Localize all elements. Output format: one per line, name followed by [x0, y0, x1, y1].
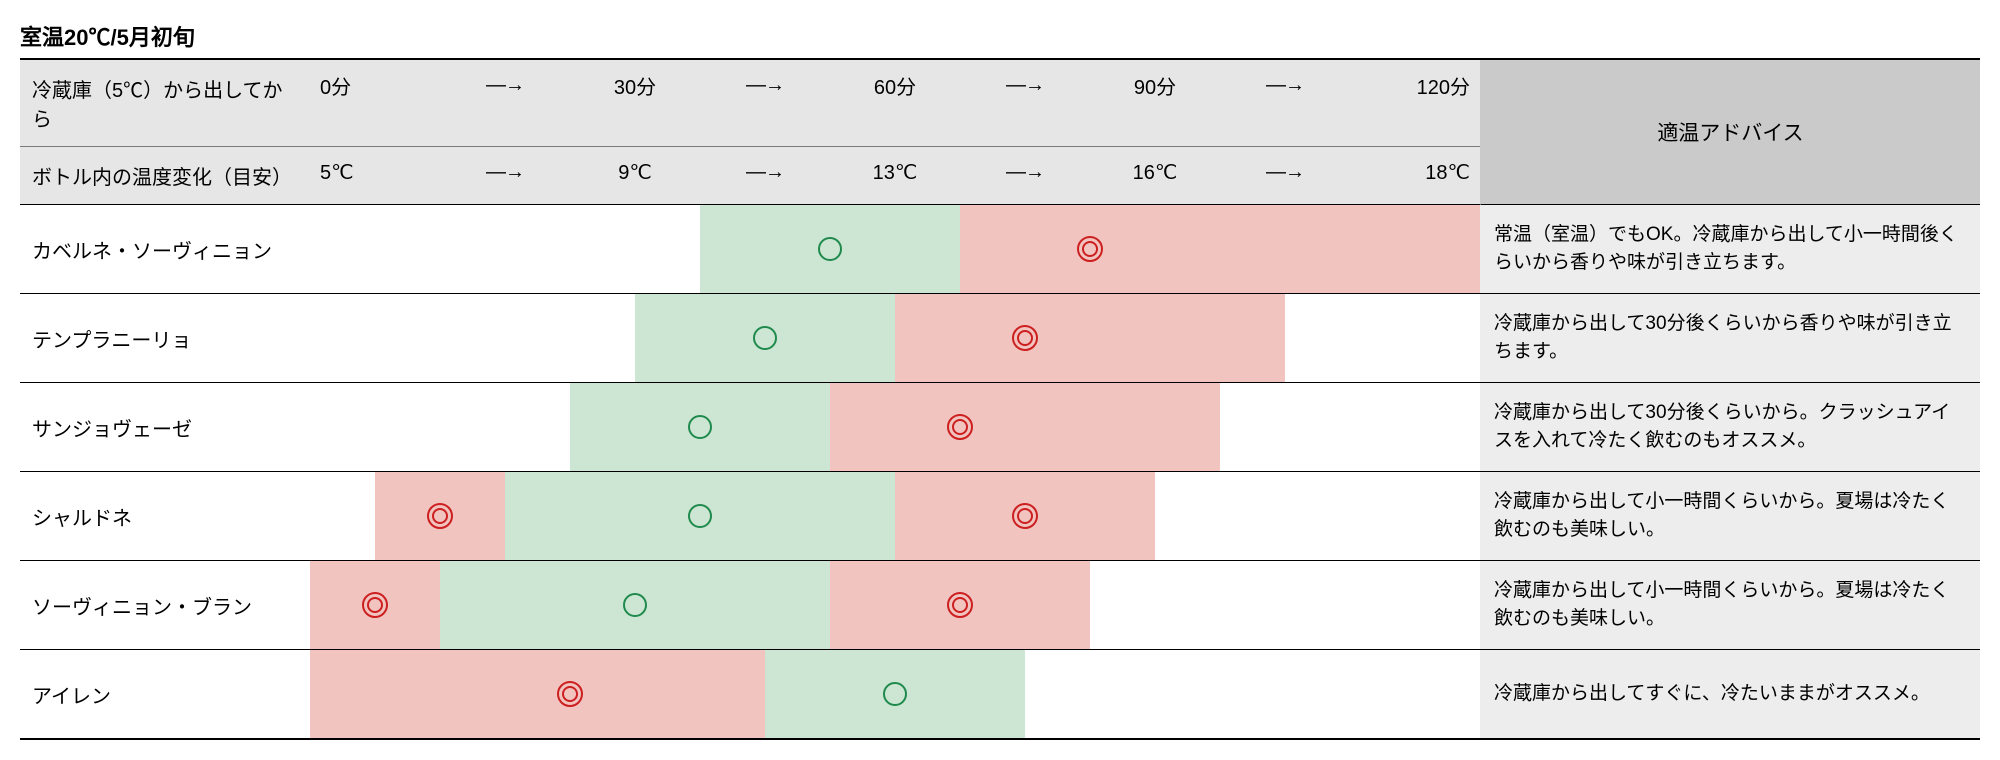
header-value-cell: 0分	[310, 71, 440, 100]
header-advice-label: 適温アドバイス	[1480, 60, 1980, 205]
wine-row: アイレン 冷蔵庫から出してすぐに、冷たいままがオススメ。	[20, 650, 1980, 738]
double-circle-icon	[946, 591, 974, 619]
circle-icon	[881, 680, 909, 708]
wine-name: シャルドネ	[20, 472, 310, 560]
wine-row: ソーヴィニョン・ブラン 冷蔵庫から出して小一時間くらいから。夏場は冷たく飲むのも…	[20, 561, 1980, 650]
header-row-time: 冷蔵庫（5℃）から出してから 0分—→30分—→60分—→90分—→120分	[20, 60, 1480, 147]
arrow-icon: —→	[1220, 161, 1350, 184]
wine-name: ソーヴィニョン・ブラン	[20, 561, 310, 649]
header-row-temp: ボトル内の温度変化（目安） 5℃—→9℃—→13℃—→16℃—→18℃	[20, 147, 1480, 205]
double-circle-icon	[1076, 235, 1104, 263]
arrow-icon: —→	[440, 74, 570, 97]
header-value-cell: 60分	[830, 71, 960, 100]
circle-icon	[686, 502, 714, 530]
page-title: 室温20℃/5月初旬	[20, 20, 1980, 52]
wine-name: サンジョヴェーゼ	[20, 383, 310, 471]
range-best	[895, 294, 1285, 382]
header-value-cell: 18℃	[1350, 160, 1480, 185]
range-best	[830, 383, 1220, 471]
circle-icon	[751, 324, 779, 352]
double-circle-icon	[426, 502, 454, 530]
wine-advice: 冷蔵庫から出して30分後くらいから香りや味が引き立ちます。	[1480, 294, 1980, 382]
arrow-icon: —→	[960, 74, 1090, 97]
wine-row: シャルドネ 冷蔵庫から出して小一時間くらいから。夏場は冷たく飲むのも美味しい。	[20, 472, 1980, 561]
wine-timeline	[310, 561, 1480, 649]
double-circle-icon	[361, 591, 389, 619]
header-label-time: 冷蔵庫（5℃）から出してから	[20, 60, 310, 146]
wine-advice: 冷蔵庫から出して小一時間くらいから。夏場は冷たく飲むのも美味しい。	[1480, 472, 1980, 560]
arrow-icon: —→	[440, 161, 570, 184]
wine-advice: 冷蔵庫から出してすぐに、冷たいままがオススメ。	[1480, 650, 1980, 738]
header-value-cell: 5℃	[310, 160, 440, 185]
header-value-cell: 90分	[1090, 71, 1220, 100]
arrow-icon: —→	[1220, 74, 1350, 97]
wine-timeline	[310, 472, 1480, 560]
circle-icon	[816, 235, 844, 263]
wine-row: カベルネ・ソーヴィニョン 常温（室温）でもOK。冷蔵庫から出して小一時間後くらい…	[20, 205, 1980, 294]
header-value-cell: 9℃	[570, 160, 700, 185]
arrow-icon: —→	[960, 161, 1090, 184]
wine-advice: 冷蔵庫から出して小一時間くらいから。夏場は冷たく飲むのも美味しい。	[1480, 561, 1980, 649]
wine-name: テンプラニーリョ	[20, 294, 310, 382]
wine-advice: 冷蔵庫から出して30分後くらいから。クラッシュアイスを入れて冷たく飲むのもオスス…	[1480, 383, 1980, 471]
wine-timeline	[310, 205, 1480, 293]
wine-timeline	[310, 383, 1480, 471]
circle-icon	[621, 591, 649, 619]
wine-row: サンジョヴェーゼ 冷蔵庫から出して30分後くらいから。クラッシュアイスを入れて冷…	[20, 383, 1980, 472]
wine-timeline	[310, 650, 1480, 738]
wine-row: テンプラニーリョ 冷蔵庫から出して30分後くらいから香りや味が引き立ちます。	[20, 294, 1980, 383]
header-value-cell: 30分	[570, 71, 700, 100]
arrow-icon: —→	[700, 161, 830, 184]
header-value-cell: 16℃	[1090, 160, 1220, 185]
header-value-cell: 120分	[1350, 71, 1480, 100]
arrow-icon: —→	[700, 74, 830, 97]
header-label-temp: ボトル内の温度変化（目安）	[20, 147, 310, 204]
wine-timeline	[310, 294, 1480, 382]
range-best	[960, 205, 1480, 293]
wine-advice: 常温（室温）でもOK。冷蔵庫から出して小一時間後くらいから香りや味が引き立ちます…	[1480, 205, 1980, 293]
circle-icon	[686, 413, 714, 441]
wine-name: カベルネ・ソーヴィニョン	[20, 205, 310, 293]
double-circle-icon	[1011, 502, 1039, 530]
double-circle-icon	[946, 413, 974, 441]
double-circle-icon	[1011, 324, 1039, 352]
header-value-cell: 13℃	[830, 160, 960, 185]
double-circle-icon	[556, 680, 584, 708]
range-best	[310, 650, 765, 738]
wine-name: アイレン	[20, 650, 310, 738]
wine-temp-table: 冷蔵庫（5℃）から出してから 0分—→30分—→60分—→90分—→120分 ボ…	[20, 58, 1980, 740]
